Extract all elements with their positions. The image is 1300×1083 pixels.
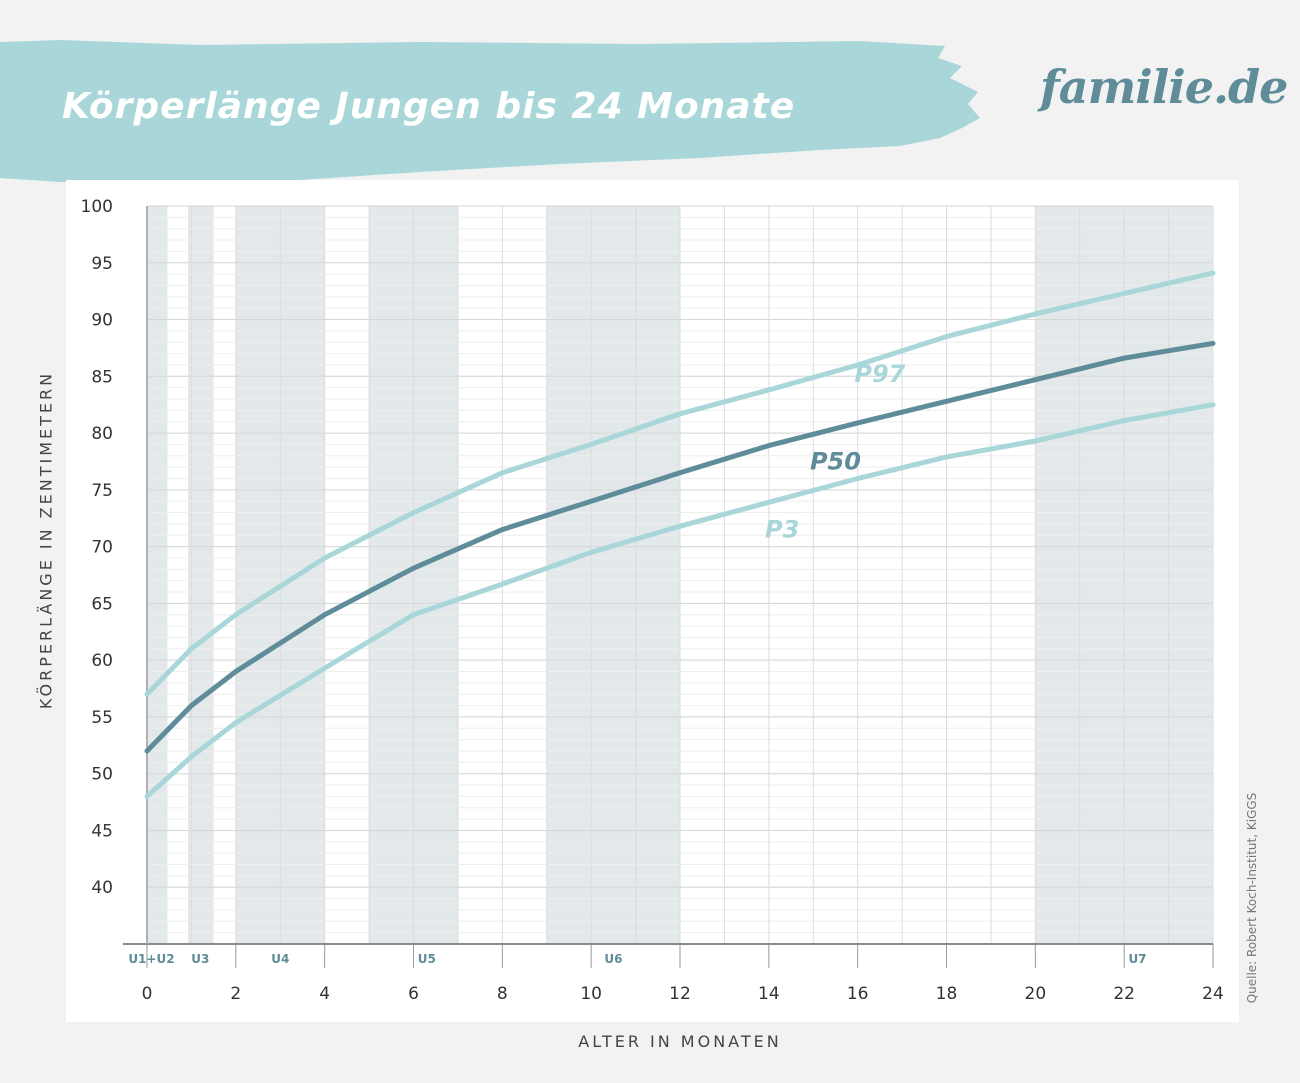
series-label-p3: P3 <box>765 516 799 544</box>
checkup-label: U7 <box>1128 952 1146 966</box>
x-tick-label: 0 <box>142 984 153 1004</box>
y-tick-label: 55 <box>91 708 113 728</box>
x-tick-label: 22 <box>1113 984 1135 1004</box>
series-line-p97 <box>144 270 1216 697</box>
y-tick-label: 50 <box>91 765 113 785</box>
source-note: Quelle: Robert Koch-Institut, KiGGS <box>1245 792 1259 1004</box>
x-tick-label: 18 <box>936 984 958 1004</box>
x-axis-label: ALTER IN MONATEN <box>578 1032 782 1051</box>
series-line-p3 <box>144 402 1216 799</box>
y-tick-label: 70 <box>91 538 113 558</box>
checkup-band-u1-u2 <box>147 206 168 944</box>
grid-lines: 40 45 50 55 60 65 70 75 80 85 90 95 100 <box>81 197 1214 945</box>
x-tick-label: 16 <box>847 984 869 1004</box>
x-tick-label: 14 <box>758 984 780 1004</box>
y-tick-label: 60 <box>91 651 113 671</box>
y-tick-label: 95 <box>91 254 113 274</box>
y-tick-label: 100 <box>81 197 113 217</box>
title-brush-stroke <box>0 40 980 184</box>
checkup-label: U1+U2 <box>128 952 174 966</box>
x-tick-label: 8 <box>497 984 508 1004</box>
checkup-label: U4 <box>271 952 289 966</box>
x-tick-label: 4 <box>319 984 330 1004</box>
y-axis-label: KÖRPERLÄNGE IN ZENTIMETERN <box>36 370 56 710</box>
x-tick-label: 12 <box>669 984 691 1004</box>
series-label-p50: P50 <box>810 447 861 475</box>
series-lines <box>144 270 1216 799</box>
axes: 0 2 4 6 8 10 12 14 16 18 20 22 24 <box>123 206 1224 1004</box>
x-tick-label: 2 <box>230 984 241 1004</box>
x-tick-label: 6 <box>408 984 419 1004</box>
y-tick-label: 40 <box>91 878 113 898</box>
x-tick-label: 10 <box>580 984 602 1004</box>
y-tick-label: 80 <box>91 424 113 444</box>
series-line-p50 <box>144 340 1216 754</box>
checkup-label: U6 <box>604 952 622 966</box>
series-labels: P97 P50 P3 <box>765 360 906 544</box>
y-tick-label: 85 <box>91 367 113 387</box>
y-tick-label: 75 <box>91 481 113 501</box>
brush-shape <box>0 40 980 184</box>
y-tick-label: 90 <box>91 311 113 331</box>
x-tick-label: 20 <box>1025 984 1047 1004</box>
y-tick-label: 65 <box>91 594 113 614</box>
checkup-label: U5 <box>418 952 436 966</box>
series-label-p97: P97 <box>854 360 905 388</box>
checkup-band-u6 <box>546 206 680 944</box>
y-tick-label: 45 <box>91 821 113 841</box>
checkup-label: U3 <box>191 952 209 966</box>
x-tick-label: 24 <box>1202 984 1224 1004</box>
chart-title: Körperlänge Jungen bis 24 Monate <box>62 86 796 127</box>
checkup-band-u3 <box>187 206 214 944</box>
familie-logo: familie.de <box>1040 60 1288 114</box>
